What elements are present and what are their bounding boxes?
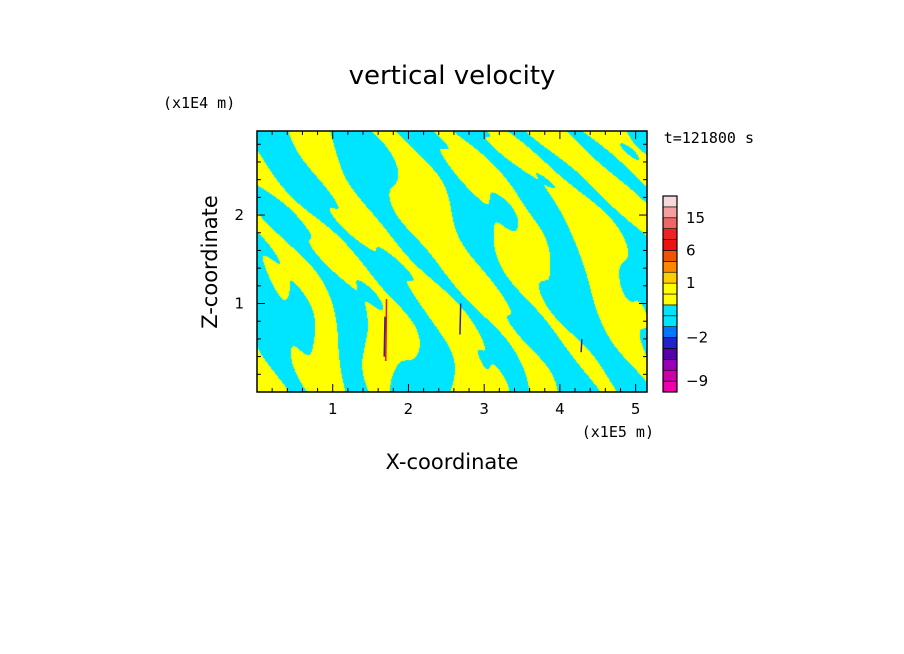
y-tick-label: 1: [234, 295, 244, 313]
colorbar-frame: [662, 195, 678, 393]
plot-frame: [256, 130, 648, 393]
x-tick-label: 2: [404, 400, 414, 418]
x-tick-labels: 1 2 3 4 5: [328, 400, 640, 418]
colorbar-segment: [662, 315, 678, 327]
colorbar-tick-label: 15: [686, 209, 705, 227]
strong-velocity-streak: [383, 316, 386, 357]
colorbar-segment: [662, 206, 678, 219]
y-axis-label: Z-coordinate: [198, 195, 222, 329]
colorbar-segment: [662, 380, 678, 393]
chart-title: vertical velocity: [349, 61, 556, 91]
colorbar-segment: [662, 195, 678, 208]
colorbar-segment: [662, 348, 678, 360]
colorbar-segment: [662, 326, 678, 338]
colorbar-segment: [662, 359, 678, 371]
colorbar-segment: [662, 282, 678, 295]
colorbar-tick-label: 6: [686, 241, 696, 259]
colorbar-segment: [662, 250, 678, 262]
colorbar: [662, 195, 678, 393]
velocity-field: [257, 131, 647, 392]
colorbar-tick-label: −2: [686, 329, 708, 347]
x-tick-label: 1: [328, 400, 338, 418]
y-unit-label: (x1E4 m): [163, 94, 235, 112]
x-axis-label: X-coordinate: [386, 450, 519, 474]
velocity-field-raster: [257, 131, 647, 392]
time-label: t=121800 s: [664, 129, 754, 147]
strong-velocity-streak: [384, 299, 388, 362]
colorbar-segment: [662, 228, 678, 240]
y-tick-label: 2: [234, 206, 244, 224]
colorbar-segment: [662, 304, 678, 317]
x-unit-label: (x1E5 m): [582, 423, 654, 441]
colorbar-segment: [662, 293, 678, 306]
colorbar-segment: [662, 217, 678, 229]
colorbar-segment: [662, 239, 678, 251]
colorbar-tick-label: −9: [686, 372, 708, 390]
x-tick-label: 3: [479, 400, 489, 418]
colorbar-segment: [662, 369, 678, 382]
colorbar-segment: [662, 261, 678, 273]
colorbar-tick-labels: 15 6 1 −2 −9: [686, 209, 708, 390]
axis-ticks: [257, 131, 647, 392]
colorbar-segment: [662, 271, 678, 284]
strong-velocity-streak: [459, 303, 462, 335]
x-tick-label: 4: [555, 400, 565, 418]
y-tick-labels: 12: [234, 206, 244, 312]
strong-velocity-streak: [580, 338, 583, 353]
x-tick-label: 5: [631, 400, 641, 418]
colorbar-segment: [662, 337, 678, 349]
colorbar-tick-label: 1: [686, 274, 696, 292]
